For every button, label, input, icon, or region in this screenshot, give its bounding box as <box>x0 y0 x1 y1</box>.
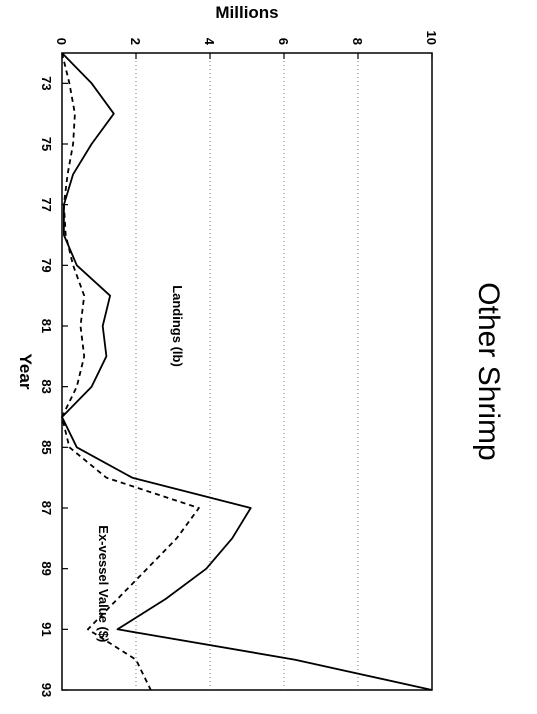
landings-series-line <box>62 53 432 690</box>
y-tick-label: 0 <box>54 38 69 45</box>
x-tick-label: 87 <box>39 501 54 515</box>
x-tick-label: 81 <box>39 319 54 333</box>
ex-vessel-value-series-line <box>62 53 199 690</box>
chart-title: Other Shrimp <box>472 282 505 460</box>
x-tick-label: 77 <box>39 197 54 211</box>
x-tick-label: 93 <box>39 683 54 697</box>
y-tick-label: 6 <box>276 38 291 45</box>
x-tick-label: 85 <box>39 440 54 454</box>
y-axis-ticks: 0 2 4 6 8 10 <box>54 31 439 59</box>
x-axis-ticks: 73 75 77 79 81 83 85 87 89 91 93 <box>39 76 68 697</box>
y-tick-label: 4 <box>202 38 217 46</box>
chart-root: 0 2 4 6 8 10 73 75 77 79 81 83 85 87 89 91 93 Landings … <box>16 3 505 697</box>
landings-annotation: Landings (lb) <box>170 285 185 367</box>
annotations: Landings (lb) Ex-vessel Value ($) <box>96 285 185 642</box>
y-axis-title: Millions <box>215 3 278 22</box>
gridlines <box>136 53 358 690</box>
ex-vessel-value-annotation: Ex-vessel Value ($) <box>96 525 111 642</box>
x-tick-label: 91 <box>39 622 54 636</box>
y-tick-label: 2 <box>128 38 143 45</box>
x-tick-label: 79 <box>39 258 54 272</box>
y-tick-label: 8 <box>350 38 365 45</box>
series-lines <box>62 53 432 690</box>
plot-frame <box>62 53 432 690</box>
x-tick-label: 89 <box>39 561 54 575</box>
x-tick-label: 83 <box>39 379 54 393</box>
x-tick-label: 75 <box>39 137 54 151</box>
x-tick-label: 73 <box>39 76 54 90</box>
x-axis-title: Year <box>16 354 35 390</box>
y-tick-label: 10 <box>424 31 439 45</box>
